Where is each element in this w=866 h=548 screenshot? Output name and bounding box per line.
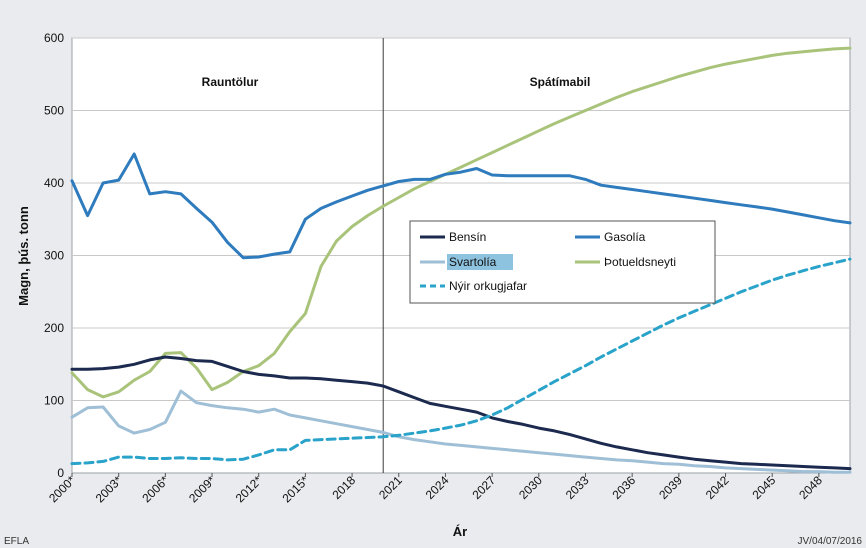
legend-label-2: Svartolía [449, 255, 497, 269]
y-tick-label: 600 [44, 31, 64, 45]
footer-right: JV/04/07/2016 [798, 536, 863, 547]
y-tick-label: 0 [57, 466, 64, 480]
legend-label-0: Bensín [449, 230, 486, 244]
region-label-actual: Rauntölur [202, 75, 259, 89]
series-layer [70, 46, 852, 474]
y-axis-label: Magn, þús. tonn [16, 206, 31, 306]
y-tick-label: 200 [44, 321, 64, 335]
y-tick-label: 500 [44, 104, 64, 118]
y-tick-label: 300 [44, 249, 64, 263]
region-label-forecast: Spátímabil [530, 75, 591, 89]
series-line-2 [70, 389, 852, 474]
legend: Bensín Gasolía Svartolía Þotueldsneyti Nýir … [409, 220, 716, 304]
footer-left: EFLA [4, 536, 29, 547]
legend-label-3: Þotueldsneyti [604, 255, 676, 269]
series-line-0 [70, 355, 852, 471]
y-tick-label: 100 [44, 394, 64, 408]
y-tick-label: 400 [44, 176, 64, 190]
series-line-4 [70, 257, 852, 466]
series-line-1 [70, 152, 852, 260]
legend-label-4: Nýir orkugjafar [449, 279, 527, 293]
y-axis-ticks: 0 100 200 300 400 500 600 [44, 31, 64, 480]
legend-label-1: Gasolía [604, 230, 646, 244]
series-line-3 [70, 46, 852, 399]
legend-highlight [447, 254, 513, 270]
x-axis-label: Ár [453, 524, 467, 539]
